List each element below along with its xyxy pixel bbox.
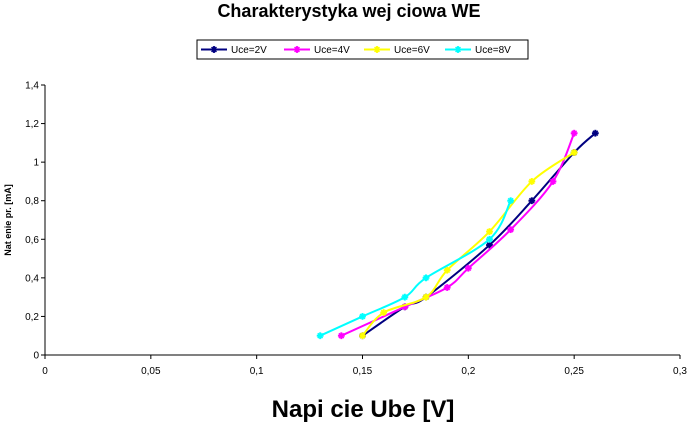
marker-stroke xyxy=(317,332,324,339)
series-line-3 xyxy=(361,151,575,337)
marker-stroke xyxy=(401,294,408,301)
data-point xyxy=(443,284,451,291)
x-tick-label: 0,1 xyxy=(250,366,264,377)
data-point xyxy=(401,293,409,301)
data-point xyxy=(486,228,493,235)
data-point xyxy=(337,332,345,340)
y-axis-label: Nat enie pr. [mA] xyxy=(3,184,13,256)
y-tick-label: 1 xyxy=(33,158,39,169)
data-point xyxy=(507,197,515,205)
marker-stroke xyxy=(423,294,429,301)
chart-title: Charakterystyka wej ciowa WE xyxy=(217,1,480,21)
legend-marker xyxy=(293,46,301,53)
x-tick-label: 0,05 xyxy=(141,366,161,377)
marker-stroke xyxy=(528,197,535,204)
legend-label: Uce=2V xyxy=(231,45,267,56)
marker-stroke xyxy=(486,228,493,235)
data-point xyxy=(486,235,493,243)
y-tick-label: 0 xyxy=(33,351,39,362)
marker-stroke xyxy=(423,274,429,281)
legend-marker xyxy=(373,46,381,53)
marker-stroke xyxy=(528,178,535,185)
y-tick-label: 0,2 xyxy=(25,312,39,323)
marker-stroke xyxy=(444,284,451,291)
data-point xyxy=(528,197,536,205)
data-point xyxy=(316,332,324,340)
x-tick-label: 0,25 xyxy=(564,366,584,377)
marker-stroke xyxy=(465,265,472,272)
series-line-4 xyxy=(319,200,512,337)
data-point xyxy=(359,332,366,340)
marker-stroke xyxy=(550,178,556,185)
data-point xyxy=(422,293,430,301)
y-tick-label: 0,4 xyxy=(25,273,39,284)
data-point xyxy=(591,129,599,137)
x-tick-label: 0 xyxy=(42,366,48,377)
marker-stroke xyxy=(455,46,461,53)
data-point xyxy=(464,264,472,272)
series-line-1 xyxy=(361,132,597,337)
marker-stroke xyxy=(571,149,578,156)
data-point xyxy=(549,178,557,185)
y-tick-label: 1,2 xyxy=(25,119,39,130)
legend-marker xyxy=(454,46,462,53)
plot-area: 0 0,2 0,4 0,6 0,8 1 1,2 1,4 0 0,05 0,1 0,15 0,2 0,25 0… xyxy=(25,81,687,378)
data-point xyxy=(422,274,430,282)
x-tick-label: 0,3 xyxy=(673,366,687,377)
legend-box xyxy=(196,39,529,60)
marker-stroke xyxy=(359,332,366,339)
legend-label: Uce=8V xyxy=(475,45,511,56)
x-tick-label: 0,2 xyxy=(461,366,475,377)
marker-stroke xyxy=(444,267,451,274)
marker-stroke xyxy=(374,46,380,53)
y-tick-label: 0,8 xyxy=(25,196,39,207)
legend-marker xyxy=(210,46,218,53)
data-point xyxy=(359,313,366,320)
marker-stroke xyxy=(338,332,345,339)
marker-stroke xyxy=(211,46,217,53)
chart-legend: Uce=2V Uce=4V Uce=6V Uce=8V xyxy=(196,39,529,60)
marker-stroke xyxy=(486,236,493,243)
y-tick-label: 0,6 xyxy=(25,235,39,246)
data-point xyxy=(570,129,578,137)
marker-stroke xyxy=(294,46,300,53)
marker-stroke xyxy=(571,130,578,137)
marker-stroke xyxy=(592,130,599,137)
x-tick-label: 0,15 xyxy=(353,366,373,377)
marker-stroke xyxy=(507,226,514,233)
legend-label: Uce=6V xyxy=(394,45,430,56)
marker-stroke xyxy=(507,197,514,204)
data-point xyxy=(528,178,536,185)
x-axis-label: Napi cie Ube [V] xyxy=(272,396,455,423)
y-tick-label: 1,4 xyxy=(25,81,39,92)
marker-stroke xyxy=(486,242,493,249)
legend-label: Uce=4V xyxy=(314,45,350,56)
data-point xyxy=(380,309,388,316)
data-point xyxy=(486,241,493,249)
series-line-2 xyxy=(340,132,576,337)
data-point xyxy=(443,266,451,274)
marker-stroke xyxy=(359,313,366,320)
marker-stroke xyxy=(380,309,387,316)
data-point xyxy=(570,149,578,156)
data-point xyxy=(507,226,515,234)
